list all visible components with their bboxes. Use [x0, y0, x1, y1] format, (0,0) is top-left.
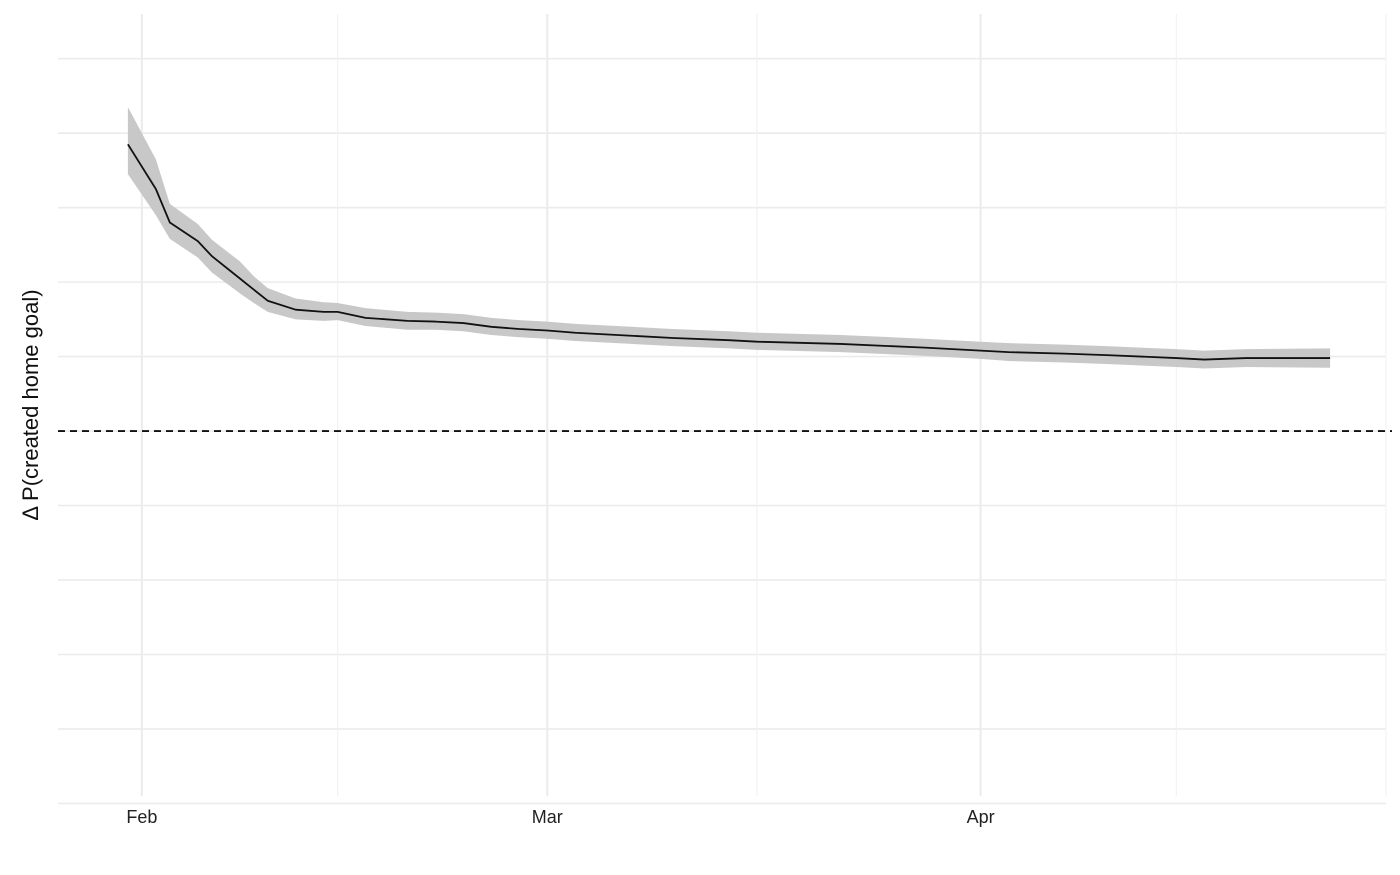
y-axis-title: Δ P(created home goal) — [18, 289, 43, 520]
series-line — [127, 143, 1331, 361]
x-tick-label: Mar — [532, 807, 563, 827]
series-line-group — [127, 143, 1331, 361]
x-tick-labels: Feb Mar Apr — [126, 807, 994, 827]
gridlines — [58, 14, 1387, 805]
x-tick-label: Apr — [967, 807, 995, 827]
confidence-band — [127, 107, 1331, 369]
x-tick-label: Feb — [126, 807, 157, 827]
confidence-band-group — [127, 107, 1331, 369]
